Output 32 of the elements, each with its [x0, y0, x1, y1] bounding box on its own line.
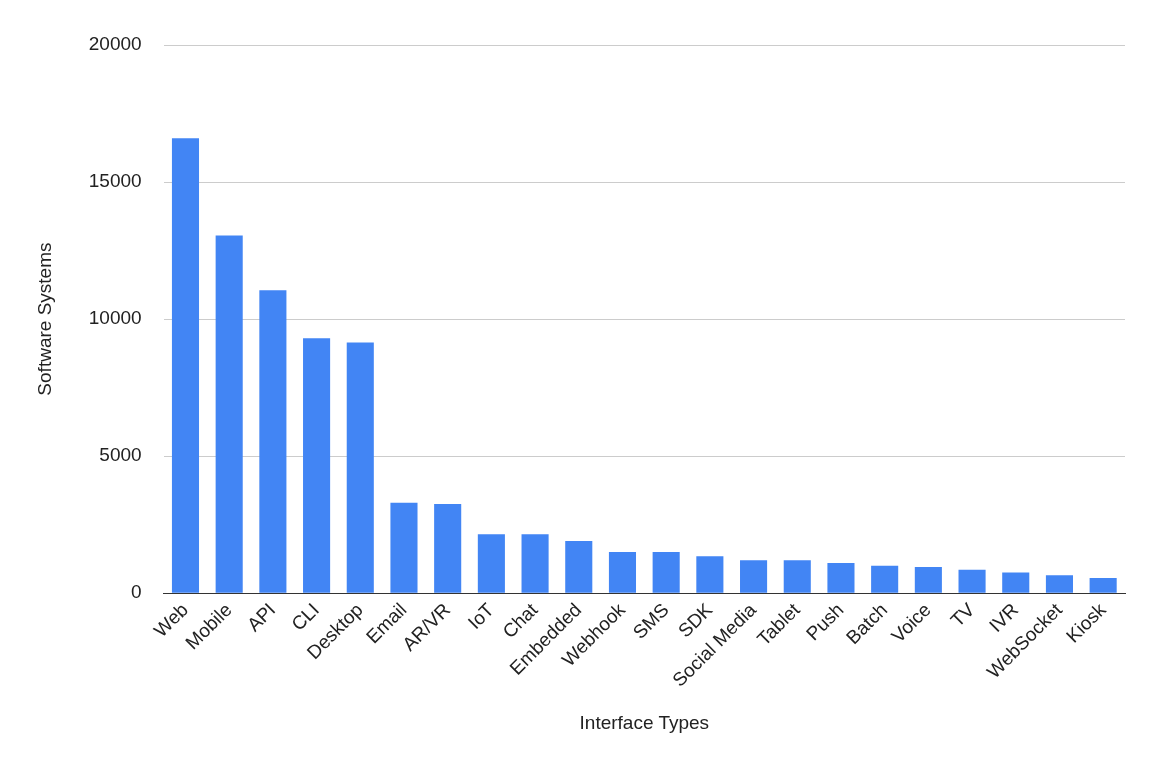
x-tick-label: TV [946, 598, 979, 631]
bar [914, 567, 942, 593]
y-tick-label: 10000 [88, 307, 142, 329]
bar [1045, 575, 1073, 593]
y-axis-title: Software Systems [33, 242, 55, 396]
bar [390, 502, 418, 593]
bar [477, 534, 505, 593]
bar [696, 556, 724, 593]
bar [827, 563, 855, 593]
bar [565, 541, 593, 593]
bar [303, 338, 331, 593]
y-tick-label: 20000 [88, 33, 142, 55]
bar [259, 290, 287, 593]
bar [608, 552, 637, 593]
bar [521, 534, 549, 593]
y-tick-label: 0 [131, 581, 142, 603]
y-tick-label: 5000 [99, 444, 142, 466]
bar [871, 565, 899, 593]
x-axis-title: Interface Types [579, 711, 710, 733]
bar [958, 569, 986, 593]
bar [346, 342, 374, 593]
bar [1089, 578, 1117, 593]
bar [171, 138, 200, 593]
bar [215, 235, 243, 593]
bar [434, 504, 462, 593]
x-tick-label: IoT [463, 598, 499, 634]
bar [740, 560, 768, 593]
y-tick-label: 15000 [88, 170, 142, 192]
bar [652, 552, 680, 593]
x-tick-label: API [242, 598, 280, 636]
bar [1002, 572, 1030, 593]
bar [783, 560, 811, 593]
